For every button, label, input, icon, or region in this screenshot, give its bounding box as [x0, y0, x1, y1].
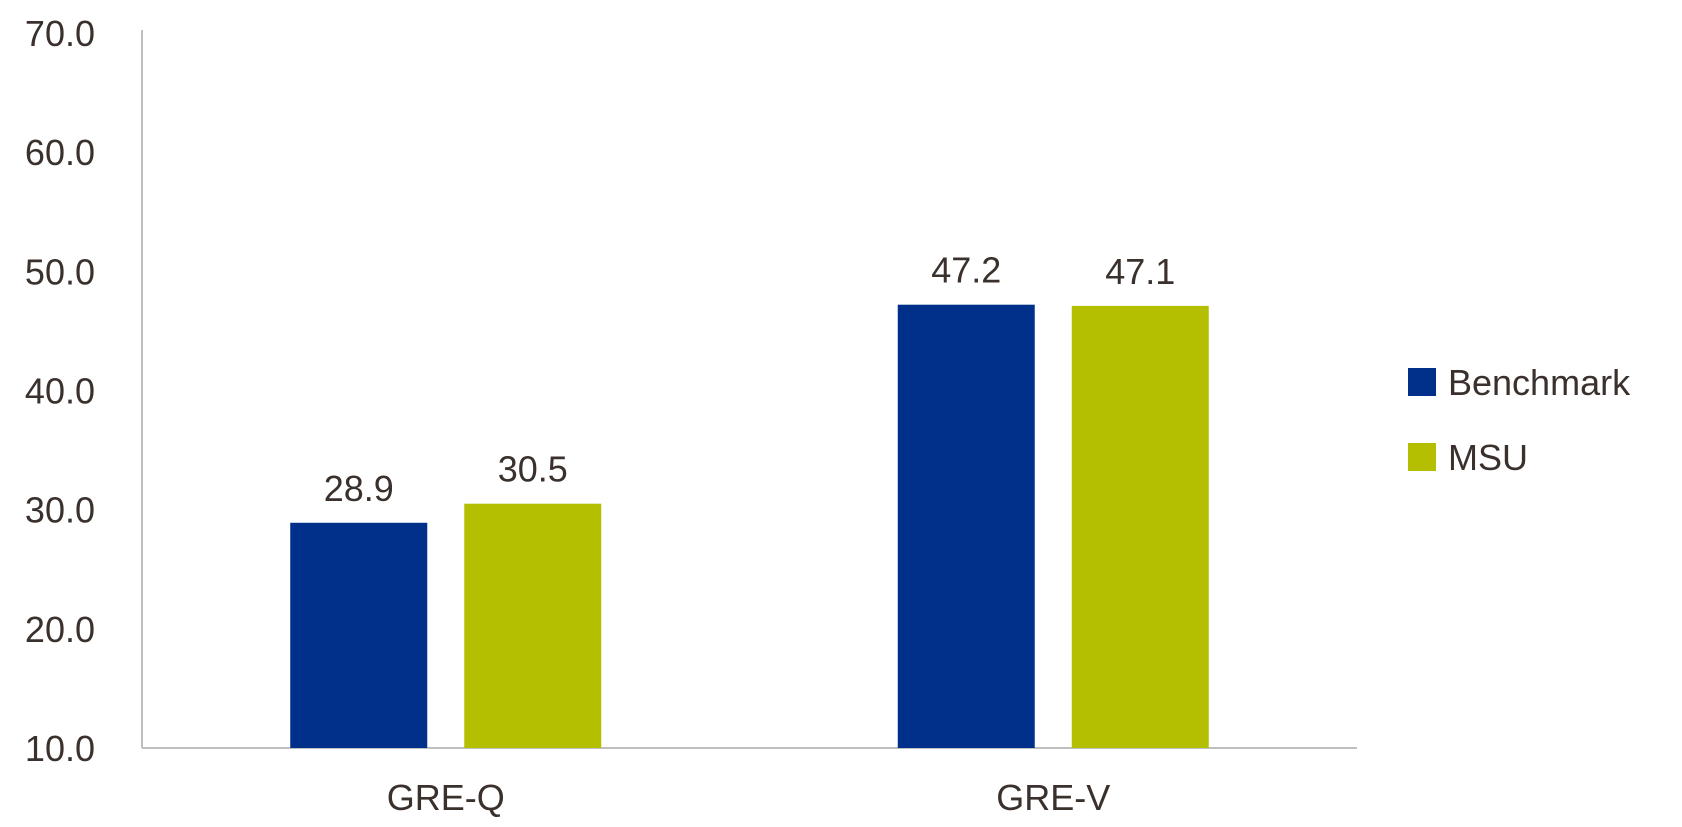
x-axis-categories: GRE-Q GRE-V — [387, 777, 1111, 818]
y-axis-ticks: 10.0 20.0 30.0 40.0 50.0 60.0 70.0 — [25, 13, 95, 769]
bar-benchmark-gre-q — [290, 522, 428, 748]
legend-label-benchmark: Benchmark — [1448, 362, 1631, 403]
y-tick-label: 40.0 — [25, 371, 95, 412]
data-label: 28.9 — [324, 468, 394, 509]
legend-label-msu: MSU — [1448, 437, 1528, 478]
data-label: 47.2 — [931, 250, 1001, 291]
y-tick-label: 70.0 — [25, 13, 95, 54]
y-tick-label: 50.0 — [25, 251, 95, 292]
y-tick-label: 30.0 — [25, 490, 95, 531]
y-tick-label: 10.0 — [25, 728, 95, 769]
data-labels: 28.9 30.5 47.2 47.1 — [324, 250, 1176, 509]
bar-benchmark-gre-v — [897, 304, 1035, 748]
legend-swatch-benchmark — [1408, 368, 1436, 396]
legend: Benchmark MSU — [1408, 362, 1631, 478]
y-tick-label: 20.0 — [25, 609, 95, 650]
bar-msu-gre-v — [1071, 305, 1209, 748]
data-label: 47.1 — [1105, 251, 1175, 292]
bars — [290, 304, 1209, 748]
data-label: 30.5 — [498, 449, 568, 490]
bar-msu-gre-q — [464, 503, 602, 748]
x-category-label: GRE-V — [996, 777, 1110, 818]
legend-swatch-msu — [1408, 443, 1436, 471]
y-tick-label: 60.0 — [25, 132, 95, 173]
x-category-label: GRE-Q — [387, 777, 505, 818]
